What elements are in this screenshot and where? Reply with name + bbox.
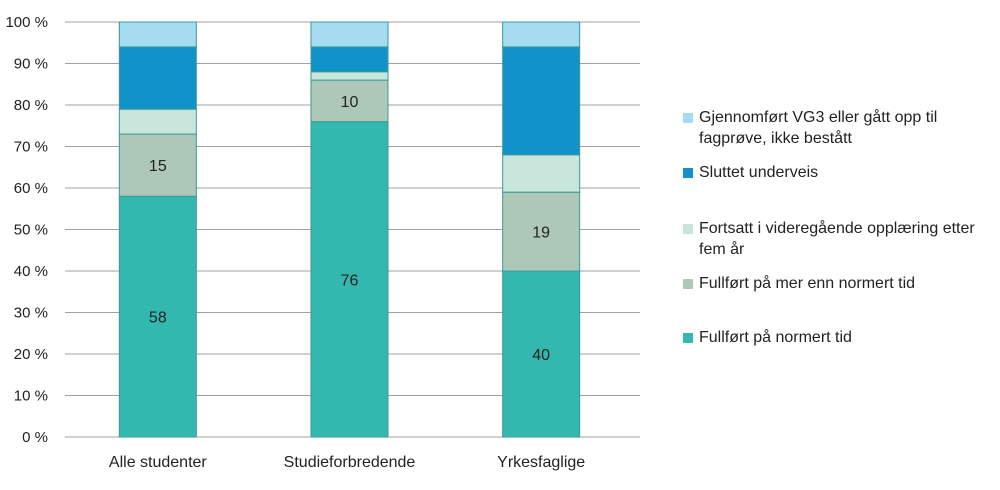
legend-label: fagprøve, ikke bestått bbox=[699, 129, 853, 147]
bar-segment bbox=[502, 46, 581, 156]
bar-segment bbox=[118, 46, 197, 110]
bar-segment bbox=[310, 46, 389, 73]
y-tick-label: 0 % bbox=[22, 429, 48, 446]
bar-segment bbox=[118, 133, 197, 197]
bar-segment bbox=[118, 21, 197, 48]
bar-segment bbox=[310, 21, 389, 48]
legend-label: Sluttet underveis bbox=[699, 164, 818, 181]
data-label: 15 bbox=[149, 158, 167, 175]
legend-label: Gjennomført VG3 eller gått opp til bbox=[699, 108, 937, 126]
legend-swatch bbox=[683, 279, 693, 289]
bar-segment bbox=[502, 270, 581, 438]
bar-segment bbox=[118, 195, 197, 438]
legend-swatch bbox=[683, 224, 693, 234]
legend-swatch bbox=[683, 168, 693, 178]
legend-swatch bbox=[683, 333, 693, 343]
x-tick-label: Studieforbredende bbox=[284, 454, 416, 471]
y-tick-label: 90 % bbox=[14, 56, 48, 73]
data-label: 76 bbox=[341, 272, 359, 289]
y-tick-label: 10 % bbox=[14, 388, 48, 405]
legend-label: fem år bbox=[699, 240, 745, 258]
legend-label: Fullført på mer enn normert tid bbox=[699, 274, 915, 292]
bar-segment bbox=[310, 71, 389, 81]
data-label: 10 bbox=[341, 94, 359, 111]
legend-label: Fullført på normert tid bbox=[699, 328, 852, 346]
x-tick-label: Alle studenter bbox=[109, 454, 208, 471]
data-label: 19 bbox=[532, 225, 550, 242]
bar-segment bbox=[118, 108, 197, 135]
y-tick-label: 70 % bbox=[14, 139, 48, 156]
bar-segment bbox=[502, 154, 581, 193]
y-tick-label: 40 % bbox=[14, 263, 48, 280]
bar-segment bbox=[502, 21, 581, 48]
y-tick-label: 20 % bbox=[14, 346, 48, 363]
y-tick-label: 100 % bbox=[5, 14, 48, 31]
legend-label: Fortsatt i videregående opplæring etter bbox=[699, 219, 975, 237]
data-label: 58 bbox=[149, 310, 167, 327]
y-tick-label: 60 % bbox=[14, 180, 48, 197]
data-label: 40 bbox=[532, 347, 550, 364]
bar-segment bbox=[310, 121, 389, 438]
y-tick-label: 30 % bbox=[14, 305, 48, 322]
x-tick-label: Yrkesfaglige bbox=[497, 454, 585, 471]
bar-segment bbox=[310, 79, 389, 123]
legend-swatch bbox=[683, 113, 693, 123]
y-tick-label: 80 % bbox=[14, 97, 48, 114]
y-tick-label: 50 % bbox=[14, 222, 48, 239]
